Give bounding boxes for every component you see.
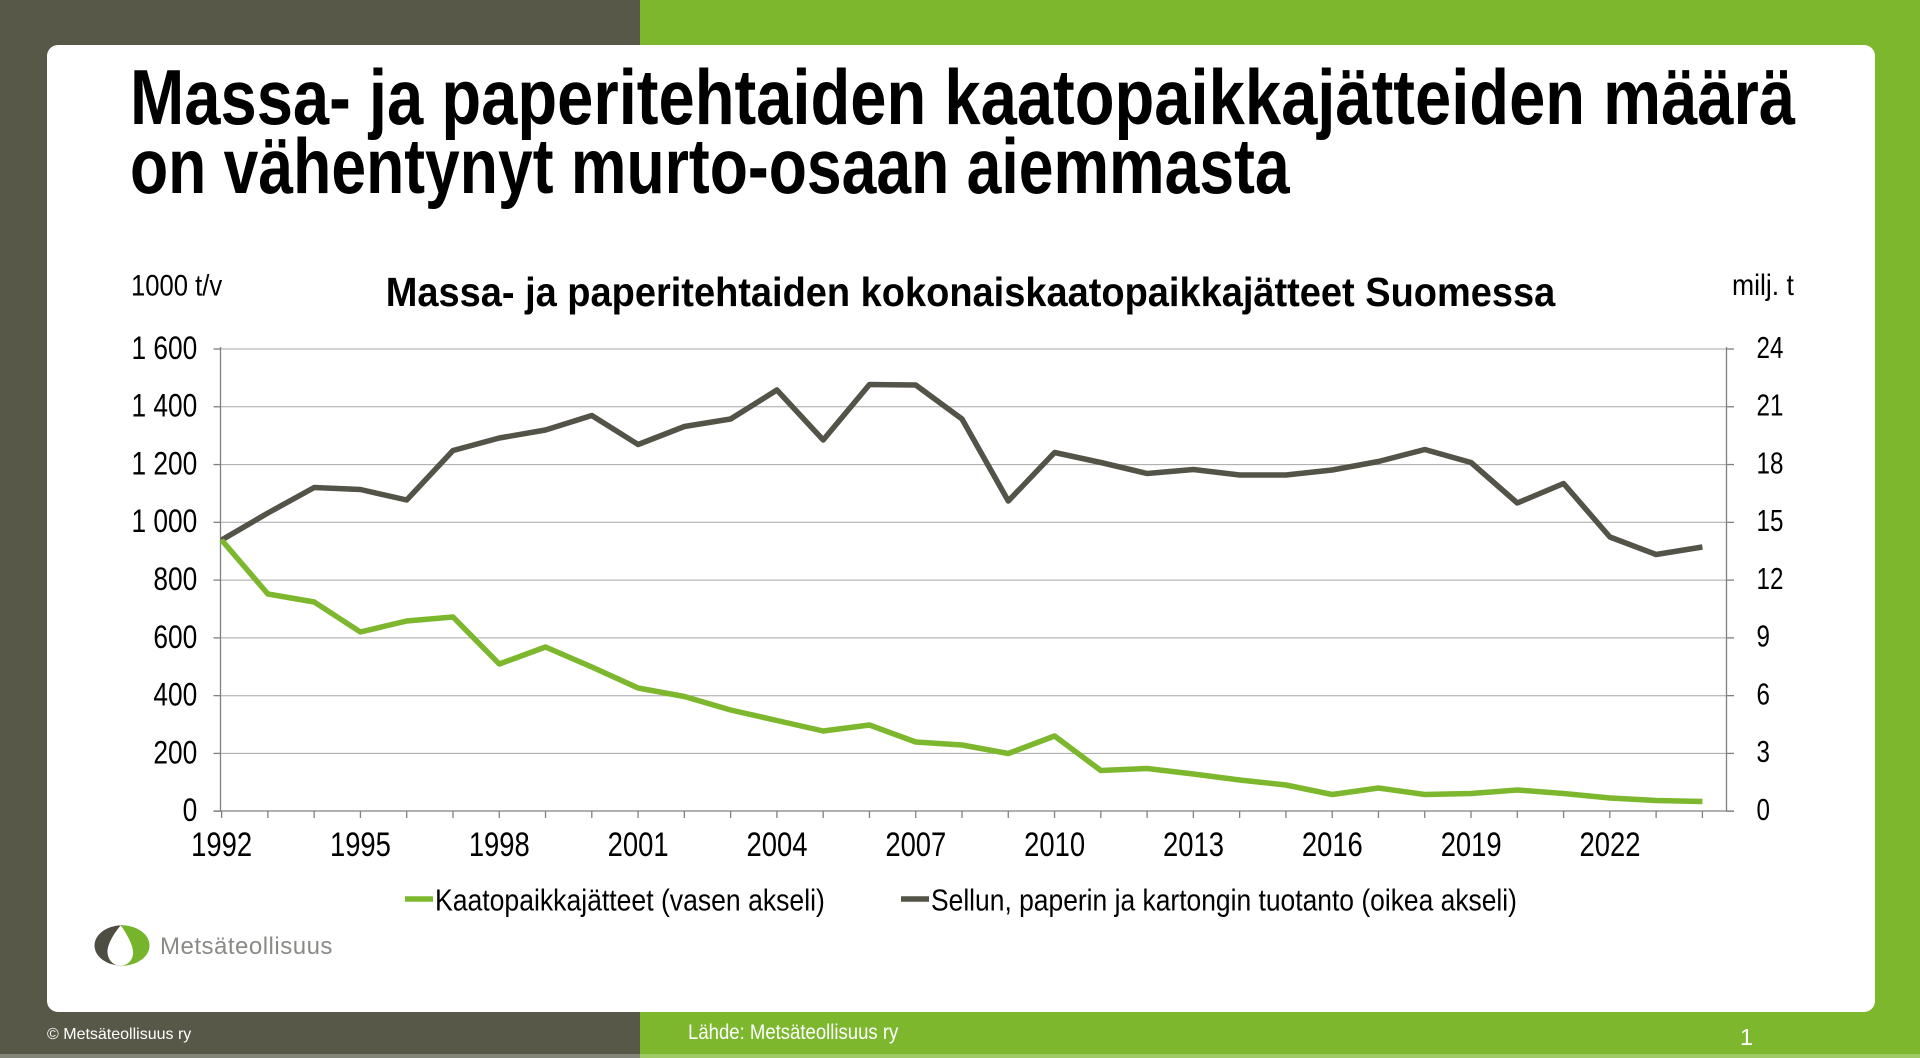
- svg-text:2001: 2001: [608, 825, 669, 864]
- svg-text:600: 600: [153, 619, 197, 655]
- svg-text:1 000: 1 000: [131, 504, 197, 540]
- svg-text:2013: 2013: [1163, 825, 1224, 864]
- svg-text:15: 15: [1757, 503, 1784, 538]
- svg-text:Sellun, paperin ja kartongin t: Sellun, paperin ja kartongin tuotanto (o…: [931, 884, 1517, 918]
- svg-text:1 400: 1 400: [131, 388, 197, 424]
- svg-text:3: 3: [1757, 734, 1770, 769]
- svg-text:12: 12: [1757, 561, 1784, 596]
- svg-text:1 200: 1 200: [131, 446, 197, 482]
- svg-text:1995: 1995: [330, 825, 391, 864]
- svg-text:800: 800: [153, 562, 197, 598]
- svg-text:Massa- ja paperitehtaiden koko: Massa- ja paperitehtaiden kokonaiskaatop…: [386, 270, 1557, 316]
- svg-text:2022: 2022: [1580, 825, 1641, 864]
- svg-text:0: 0: [183, 793, 198, 829]
- svg-text:2016: 2016: [1302, 825, 1363, 864]
- svg-text:Metsäteollisuus: Metsäteollisuus: [160, 933, 333, 960]
- svg-text:0: 0: [1757, 792, 1770, 827]
- svg-text:2010: 2010: [1024, 825, 1085, 864]
- svg-text:Kaatopaikkajätteet (vasen akse: Kaatopaikkajätteet (vasen akseli): [435, 884, 825, 918]
- svg-text:400: 400: [153, 677, 197, 713]
- svg-text:9: 9: [1757, 619, 1770, 654]
- svg-text:200: 200: [153, 735, 197, 771]
- svg-text:2007: 2007: [885, 825, 946, 864]
- svg-text:1000 t/v: 1000 t/v: [131, 269, 222, 302]
- svg-text:milj. t: milj. t: [1732, 269, 1794, 302]
- svg-text:21: 21: [1757, 388, 1784, 423]
- svg-text:1992: 1992: [191, 825, 252, 864]
- svg-text:6: 6: [1757, 677, 1770, 712]
- svg-text:1 600: 1 600: [131, 330, 197, 366]
- svg-text:18: 18: [1757, 445, 1784, 480]
- svg-text:24: 24: [1757, 330, 1784, 365]
- svg-text:2019: 2019: [1441, 825, 1502, 864]
- svg-text:1998: 1998: [469, 825, 530, 864]
- svg-text:2004: 2004: [746, 825, 807, 864]
